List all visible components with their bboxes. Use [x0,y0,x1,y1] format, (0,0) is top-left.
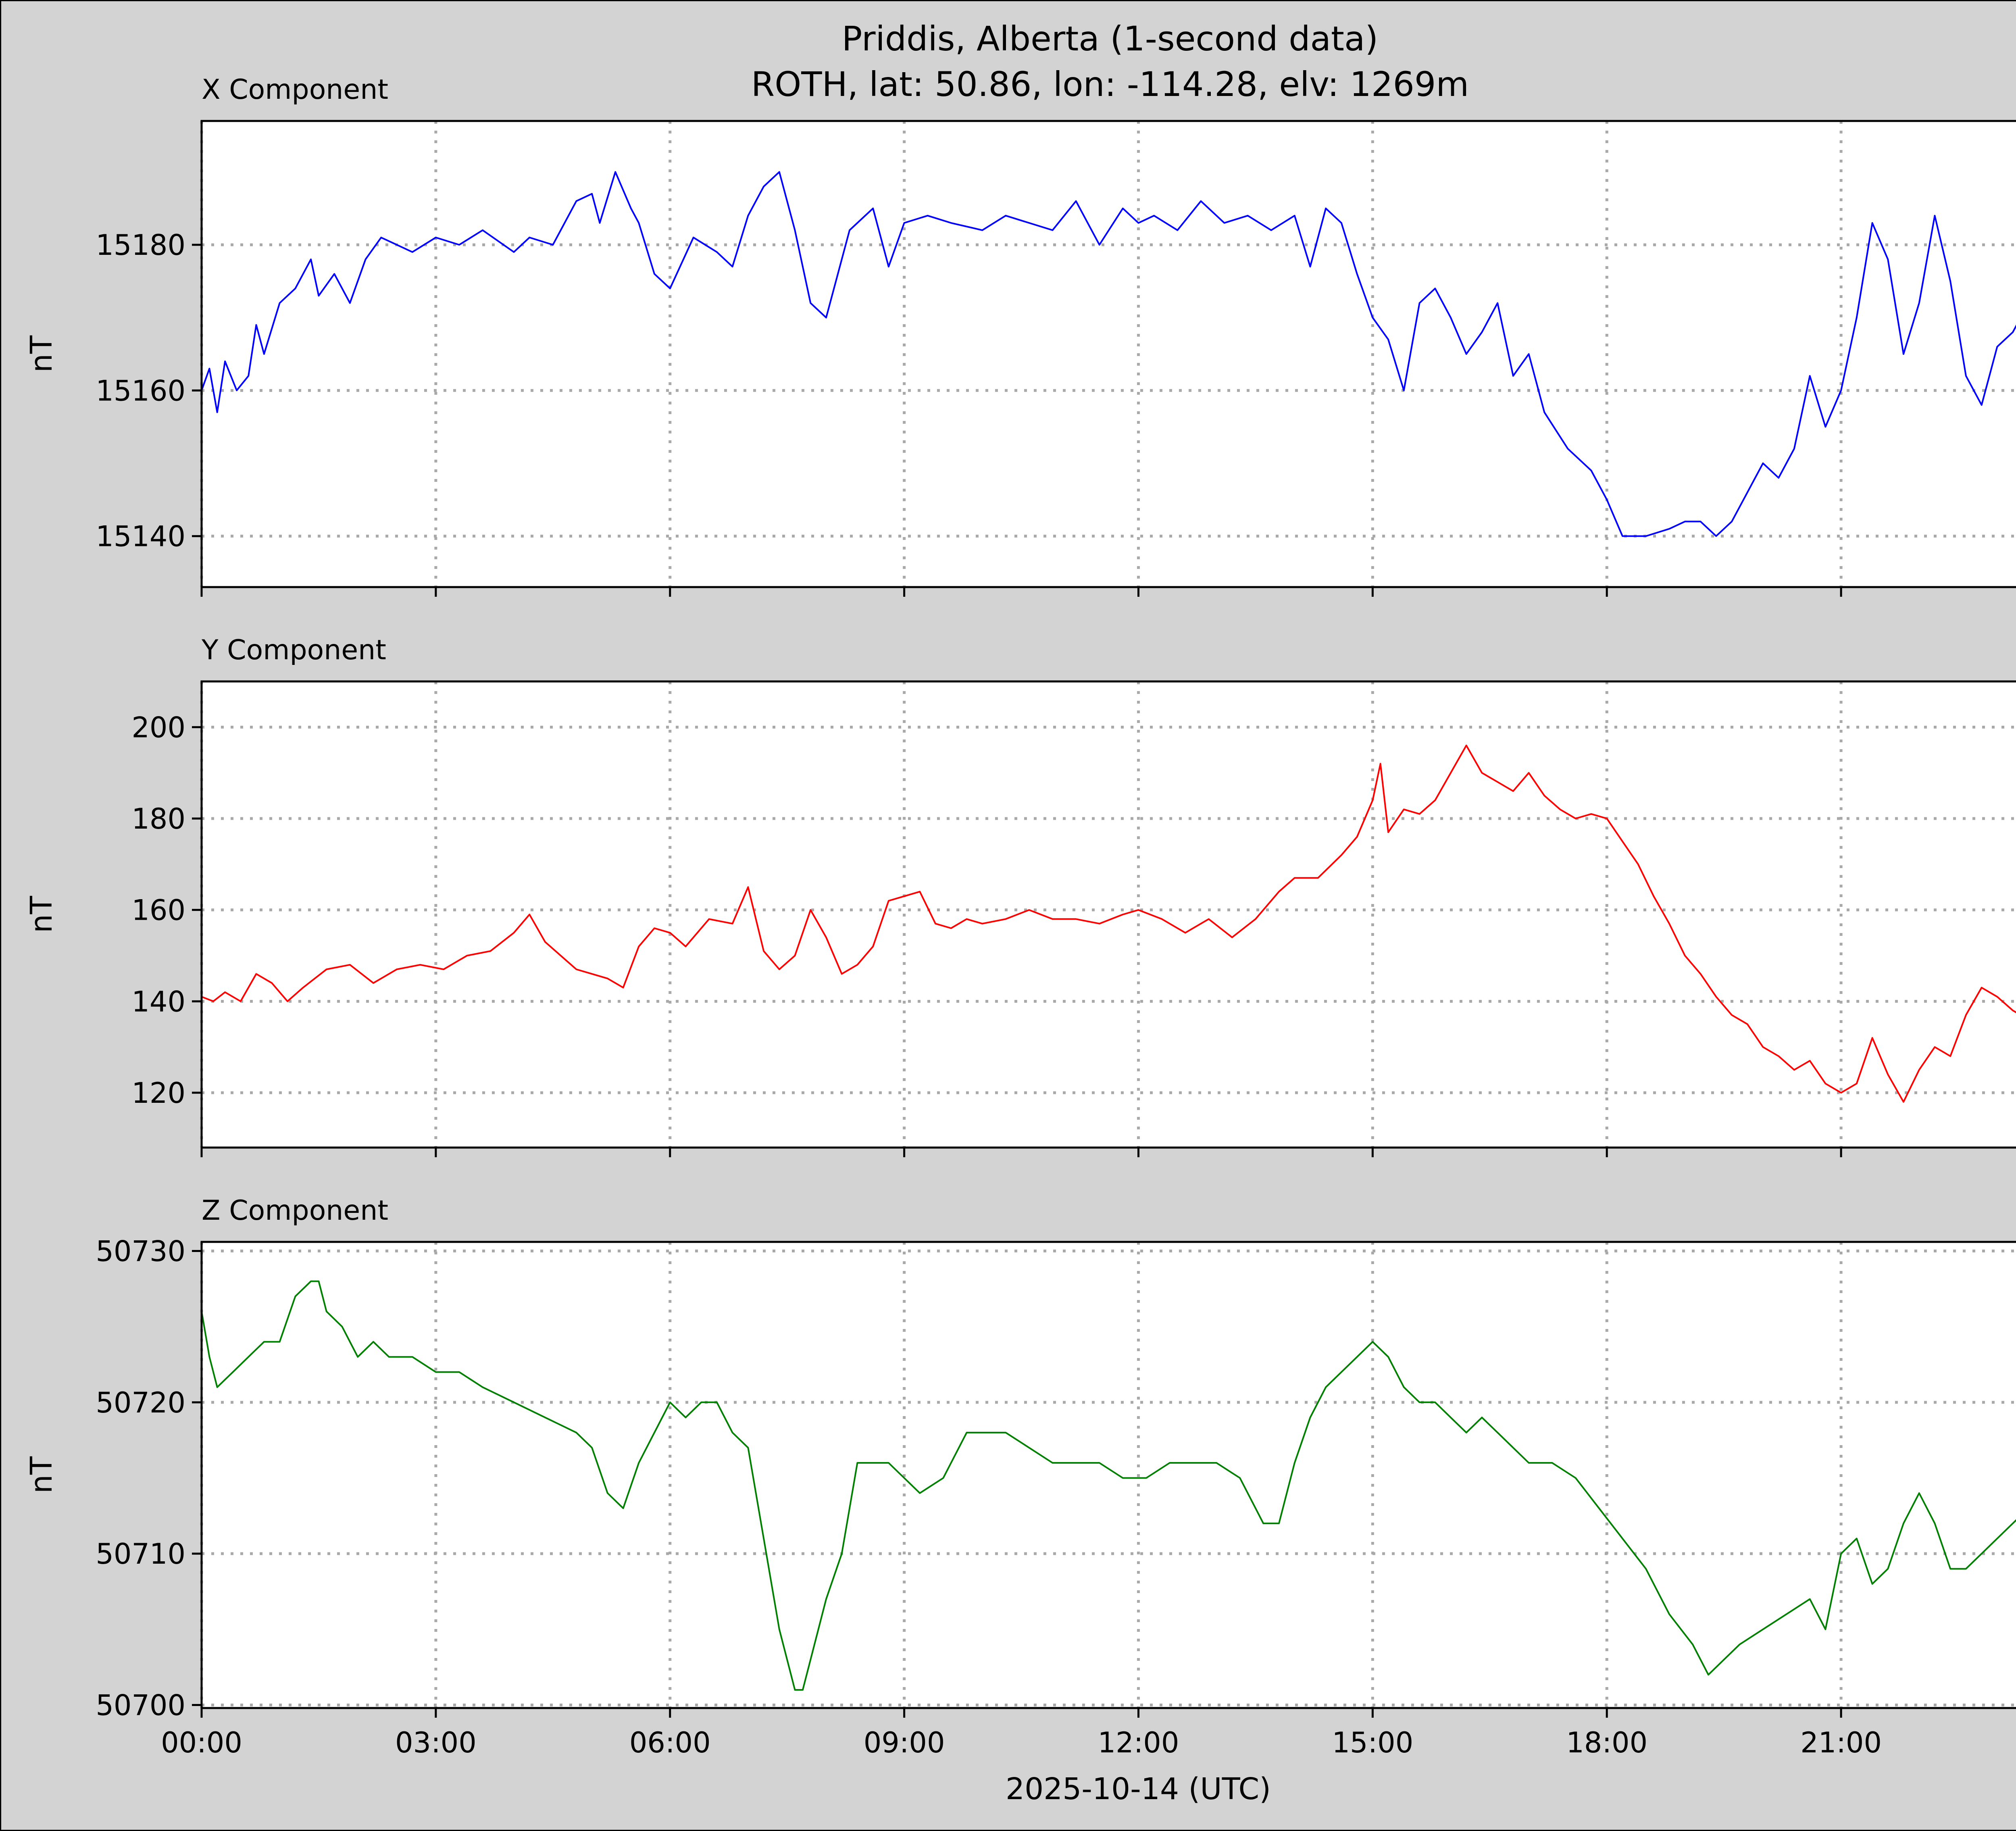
panel-y: Y Component 120 140 160 180 200 nT [24,634,2016,1157]
y-tick-label: 160 [131,894,185,927]
x-tick-label: 00:00 [161,1726,242,1759]
x-tick-label: 12:00 [1098,1726,1179,1759]
plot-frame-x [200,120,2016,588]
y-axis-label-y: nT [24,896,59,933]
plot-frame-z [200,1241,2016,1709]
panel-title-x: X Component [202,74,388,106]
x-tick-label: 09:00 [864,1726,945,1759]
y-tick-label: 15140 [96,520,185,553]
y-tick-label: 50730 [96,1235,185,1268]
x-tick-label: 21:00 [1800,1726,1882,1759]
y-tick-label: 15160 [96,374,185,407]
x-tick-label: 18:00 [1566,1726,1647,1759]
x-tick-label: 06:00 [629,1726,711,1759]
plot-area-z [202,1242,2016,1708]
panel-x: X Component 15140 15160 15180 nT [24,74,2016,597]
y-tick-label: 50720 [96,1386,185,1419]
panel-z: Z Component 00:00 03:00 06:00 09:00 12:00 15:0… [24,1195,2016,1759]
figure-subtitle: ROTH, lat: 50.86, lon: -114.28, elv: 126… [751,65,1469,104]
panel-title-y: Y Component [201,634,386,666]
y-axis-label-x: nT [24,335,59,373]
y-tick-label: 200 [131,711,185,744]
plot-area-y [202,681,2016,1148]
y-tick-label: 50710 [96,1537,185,1571]
figure-title: Priddis, Alberta (1-second data) [842,19,1378,58]
y-axis-label-z: nT [24,1456,59,1494]
x-tick-label: 15:00 [1332,1726,1414,1759]
panel-title-z: Z Component [202,1195,388,1227]
plot-frame-y [200,680,2016,1149]
series-line-y [201,744,2016,1103]
panels: X Component 15140 15160 15180 nT Y Component 1… [24,74,2016,1759]
y-tick-label: 15180 [96,229,185,262]
y-tick-label: 140 [131,985,185,1018]
y-tick-label: 50700 [96,1689,185,1722]
y-tick-label: 120 [131,1077,185,1110]
series-line-x [201,171,2016,537]
x-tick-label: 03:00 [395,1726,477,1759]
y-tick-label: 180 [131,802,185,835]
x-axis-label: 2025-10-14 (UTC) [1006,1772,1271,1806]
series-line-z [201,1280,2016,1691]
plot-area-x [202,121,2016,587]
